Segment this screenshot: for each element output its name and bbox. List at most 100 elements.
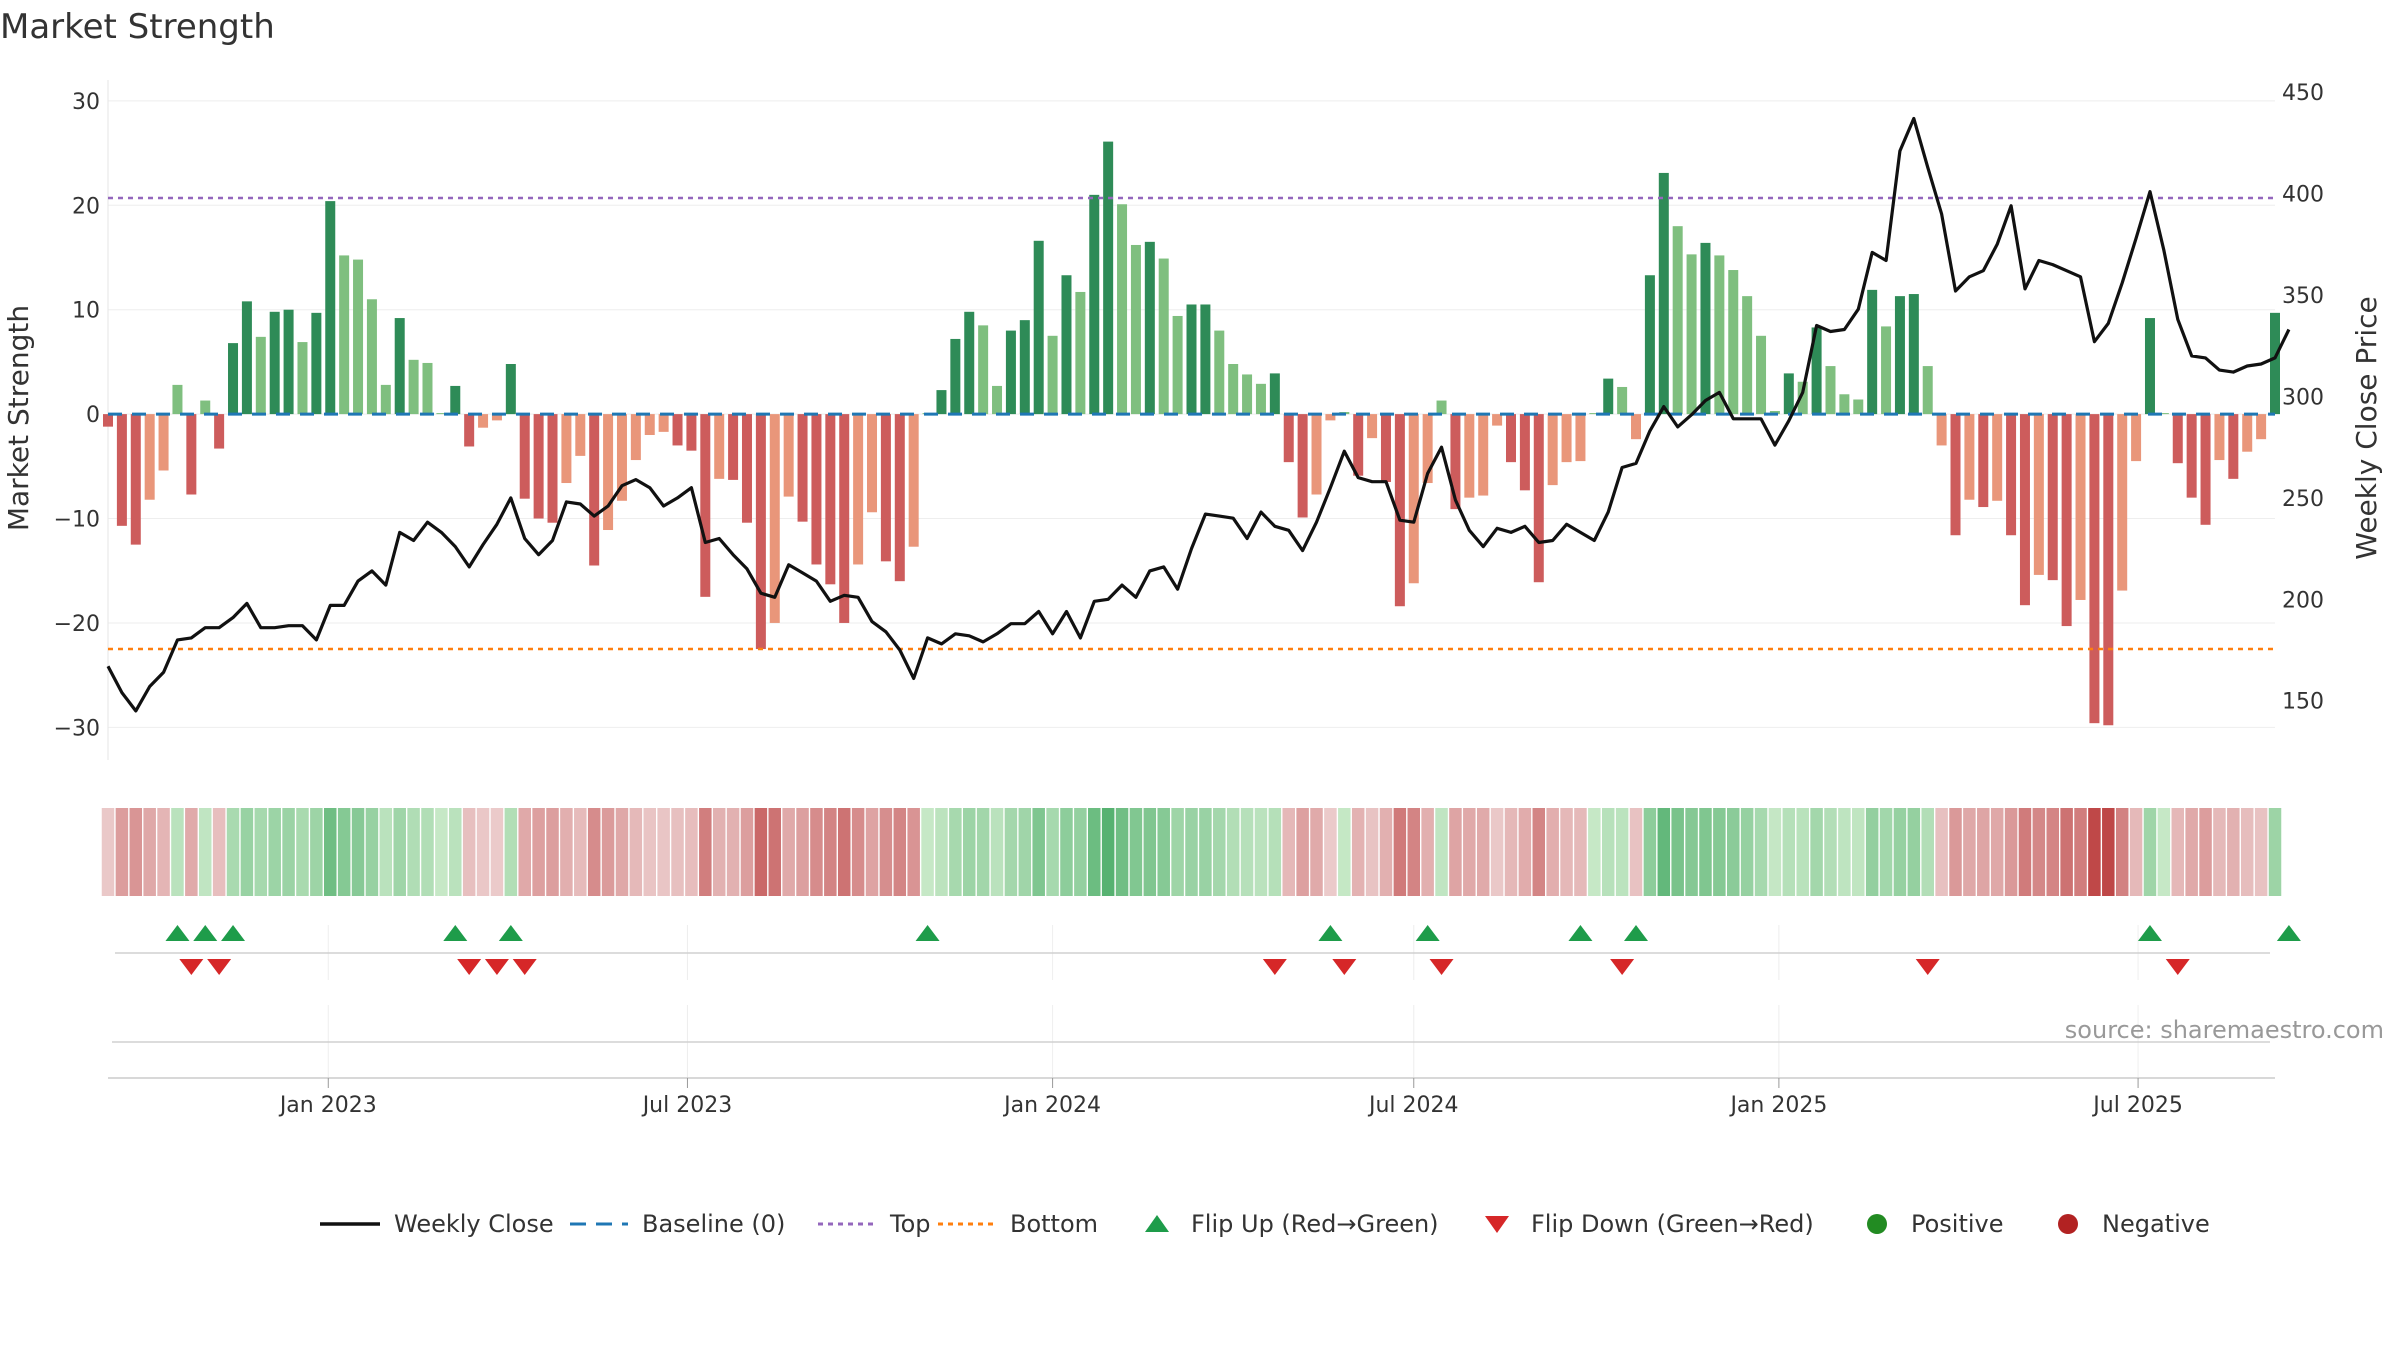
heat-cell [1990,808,2004,896]
heat-cell [393,808,406,896]
strength-bar [1769,410,1780,415]
heat-cell [1601,808,1615,896]
heat-cell [726,808,740,896]
strength-bar [964,311,975,415]
flip-up-marker [2137,925,2162,941]
heat-cell [1824,808,1837,896]
heat-cell [699,808,712,896]
strength-bar [741,414,752,523]
strength-bar [1728,270,1739,415]
y2-tick-label: 400 [2282,183,2324,208]
heat-cell [2018,808,2032,896]
flip-up-marker [1624,925,1649,941]
strength-bar [908,414,919,547]
strength-bar [1172,315,1183,415]
strength-bar [2019,414,2030,606]
legend-label: Positive [1911,1210,2004,1238]
heat-cell [962,808,976,896]
heat-cell [1657,808,1671,896]
heat-cell [1977,808,1990,896]
strength-bar [2089,414,2100,724]
strength-bar [339,255,350,415]
strength-bar [436,413,447,415]
heat-cell [421,808,434,896]
strength-bar [505,364,516,415]
heat-cell [1838,808,1851,896]
strength-bar [1908,294,1919,415]
heat-cell [1435,808,1448,896]
strength-bar [1547,414,1558,486]
heat-cell [1060,808,1073,896]
strength-bar [228,343,239,415]
strength-bar [2061,414,2072,627]
heat-cell [1199,808,1212,896]
strength-bar [1242,374,1253,415]
strength-bar [2158,413,2169,415]
heat-cell [282,808,295,896]
heat-cell [1282,808,1295,896]
strength-bar [1033,240,1044,415]
heat-cell [1963,808,1976,896]
strength-bars [102,141,2281,726]
strength-bar [686,414,697,451]
strength-bar [172,384,183,415]
y2-tick-label: 450 [2282,81,2324,106]
heat-cell [254,808,268,896]
heat-cell [851,808,865,896]
strength-bar [2131,414,2142,462]
strength-bar [2117,414,2128,591]
legend-label: Bottom [1010,1210,1098,1238]
heat-cell [2227,808,2240,896]
x-tick-label: Jul 2023 [641,1093,733,1118]
strength-bar [547,414,558,523]
heat-cell [310,808,323,896]
heat-cell [1143,808,1157,896]
strength-bar [1450,414,1461,510]
heat-cell [1268,808,1282,896]
heat-cell [1893,808,1907,896]
strength-bar [1617,386,1628,415]
legend-label: Flip Up (Red→Green) [1191,1210,1439,1238]
strength-bar [1756,335,1767,415]
heat-cell [1213,808,1226,896]
strength-bar [158,414,169,471]
flip-down-marker [1915,959,1940,975]
heat-cell [1046,808,1059,896]
strength-bar [1367,414,1378,439]
flip-up-marker [1318,925,1343,941]
heat-cell [1324,808,1337,896]
x-tick-label: Jul 2025 [2091,1093,2183,1118]
strength-bar [880,414,891,562]
strength-bar [311,312,322,415]
heat-cell [1768,808,1782,896]
strength-bar [1575,414,1586,462]
heat-cell [1115,808,1129,896]
heat-cell [1796,808,1809,896]
heat-cell [1240,808,1254,896]
strength-bar [1005,330,1016,415]
heat-cell [435,808,448,896]
strength-bar [1603,378,1614,415]
flip-down-marker [1262,959,1287,975]
flip-markers-panel [108,925,2301,1080]
heat-cell [1351,808,1365,896]
strength-bar [1964,414,1975,500]
strength-bar [366,299,377,415]
strength-bar [1228,364,1239,415]
heat-cell [1032,808,1045,896]
strength-bar [1103,141,1114,415]
heat-cell [143,808,156,896]
legend-label: Baseline (0) [642,1210,785,1238]
heat-cell [990,808,1004,896]
heat-cell [2157,808,2171,896]
strength-bar [1394,414,1405,607]
heat-cell [212,808,226,896]
heat-cell [879,808,893,896]
strength-bar [1311,414,1322,495]
strength-bar [478,414,489,428]
strength-bar [2186,414,2197,498]
strength-bar [1505,414,1516,463]
strength-bar [1047,335,1058,415]
strength-bar [325,201,336,415]
heat-cell [1088,808,1101,896]
